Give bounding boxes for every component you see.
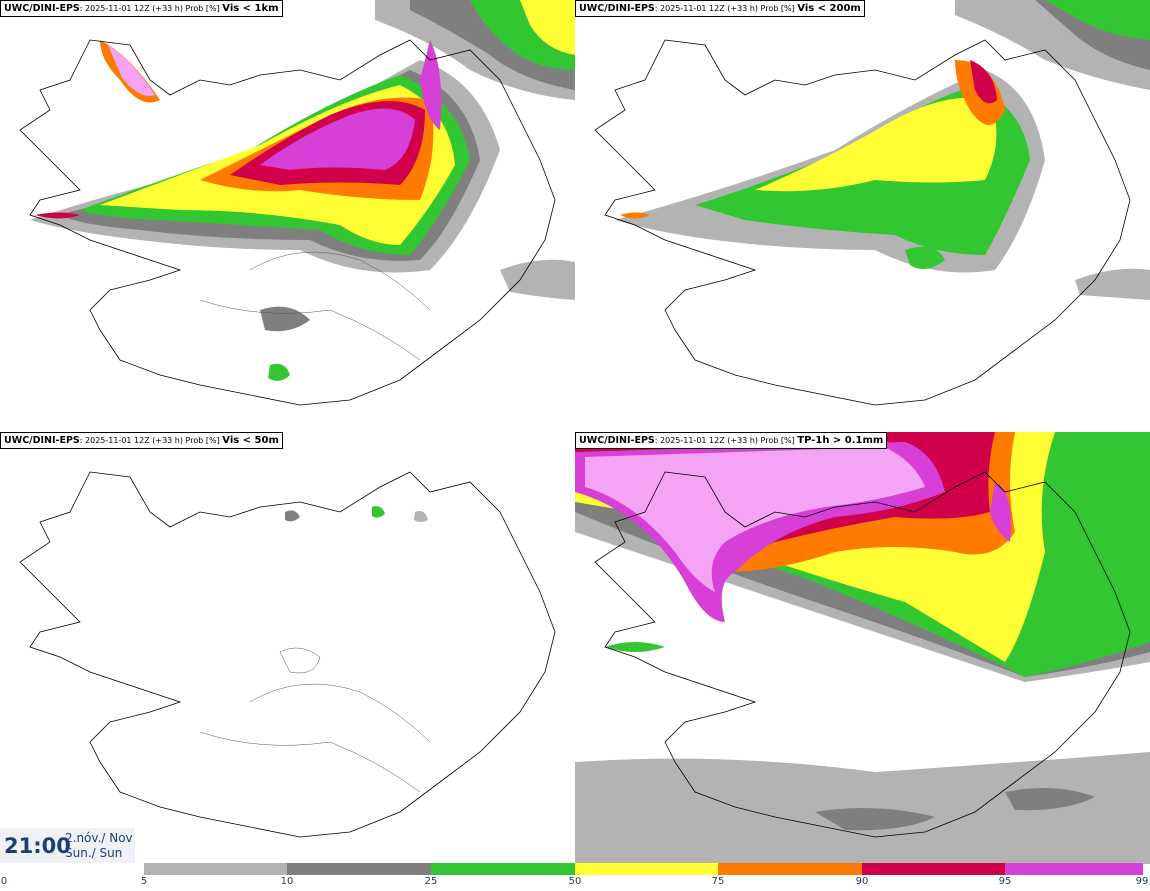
map-panel-precip: UWC/DINI-EPS: 2025-11-01 12Z (+33 h) Pro… <box>575 432 1150 864</box>
run-info: : 2025-11-01 12Z (+33 h) Prob [%] <box>654 4 798 13</box>
variable-name: Vis < 50m <box>222 435 279 446</box>
legend-tick-label: 50 <box>568 876 582 887</box>
legend-tick-label: 10 <box>280 876 294 887</box>
run-info: : 2025-11-01 12Z (+33 h) Prob [%] <box>79 4 223 13</box>
legend-tick-label: 75 <box>711 876 725 887</box>
run-info: : 2025-11-01 12Z (+33 h) Prob [%] <box>79 436 223 445</box>
coastline <box>19 471 556 838</box>
legend-tick-label: 99 <box>1135 876 1149 887</box>
map-vis-50m <box>19 471 556 838</box>
map-precip <box>575 432 1150 864</box>
model-name: UWC/DINI-EPS <box>579 435 655 446</box>
inland-boundaries <box>199 251 431 361</box>
legend-tick-label: 0 <box>0 876 8 887</box>
inland-boundaries <box>199 647 431 793</box>
valid-weekday: Sun./ Sun <box>65 846 123 860</box>
legend-tick-label: 95 <box>998 876 1012 887</box>
coastline <box>594 471 1131 838</box>
run-info: : 2025-11-01 12Z (+33 h) Prob [%] <box>654 436 798 445</box>
panel-title: UWC/DINI-EPS: 2025-11-01 12Z (+33 h) Pro… <box>575 0 865 17</box>
map-vis-200m <box>594 0 1150 406</box>
legend-tick-label: 5 <box>140 876 148 887</box>
legend-bin <box>1005 863 1143 875</box>
legend-bin <box>718 863 862 875</box>
legend-tick-label: 25 <box>424 876 438 887</box>
panel-title: UWC/DINI-EPS: 2025-11-01 12Z (+33 h) Pro… <box>0 432 283 449</box>
panel-title: UWC/DINI-EPS: 2025-11-01 12Z (+33 h) Pro… <box>575 432 888 449</box>
coastline <box>594 39 1131 406</box>
sea-fields <box>375 0 575 300</box>
probability-fields <box>30 40 500 381</box>
legend-bin <box>287 863 431 875</box>
legend-bin <box>862 863 1005 875</box>
model-name: UWC/DINI-EPS <box>579 3 655 14</box>
map-panel-vis-50m: UWC/DINI-EPS: 2025-11-01 12Z (+33 h) Pro… <box>0 432 575 864</box>
model-name: UWC/DINI-EPS <box>4 435 80 446</box>
color-legend: 0 5 10 25 50 75 90 95 99 <box>0 862 1150 891</box>
legend-bin <box>575 863 718 875</box>
variable-name: Vis < 1km <box>222 3 279 14</box>
map-vis-1km <box>19 0 575 406</box>
panel-title: UWC/DINI-EPS: 2025-11-01 12Z (+33 h) Pro… <box>0 0 283 17</box>
legend-tick-label: 90 <box>855 876 869 887</box>
valid-time-box: 21:00 2.nóv./ Nov Sun./ Sun <box>0 828 135 863</box>
precip-fields <box>575 432 1150 864</box>
legend-bin <box>431 863 575 875</box>
valid-date: 2.nóv./ Nov <box>65 831 133 845</box>
variable-name: Vis < 200m <box>797 3 861 14</box>
legend-bin <box>0 863 144 875</box>
valid-time: 21:00 <box>4 834 71 858</box>
map-panel-vis-1km: UWC/DINI-EPS: 2025-11-01 12Z (+33 h) Pro… <box>0 0 575 432</box>
probability-fields <box>285 506 428 522</box>
probability-fields <box>615 60 1045 273</box>
map-panel-vis-200m: UWC/DINI-EPS: 2025-11-01 12Z (+33 h) Pro… <box>575 0 1150 432</box>
variable-name: TP-1h > 0.1mm <box>797 435 884 446</box>
model-name: UWC/DINI-EPS <box>4 3 80 14</box>
sea-fields <box>955 0 1150 300</box>
coastline <box>19 39 556 406</box>
legend-bin <box>144 863 287 875</box>
